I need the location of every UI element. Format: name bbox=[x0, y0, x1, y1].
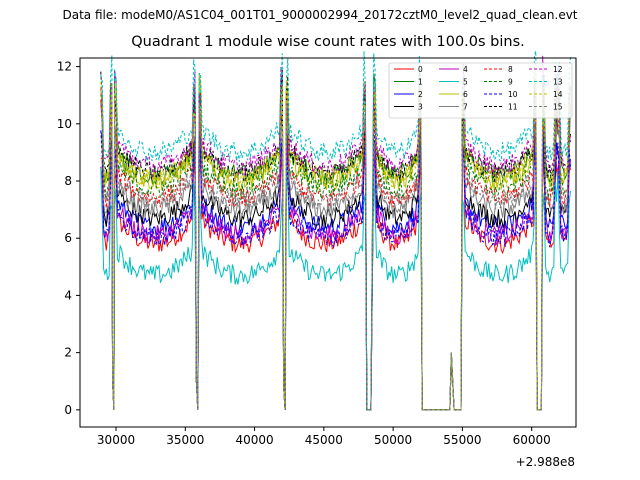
series-line-15 bbox=[100, 94, 571, 411]
x-tick-label: 50000 bbox=[374, 433, 412, 447]
legend-box bbox=[388, 62, 573, 119]
x-tick-label: 35000 bbox=[166, 433, 204, 447]
legend-label-14: 14 bbox=[553, 90, 563, 99]
figure-suptitle: Data file: modeM0/AS1C04_001T01_90000029… bbox=[62, 8, 578, 22]
legend-label-12: 12 bbox=[553, 65, 563, 74]
series-layer bbox=[100, 50, 571, 411]
chart-title: Quadrant 1 module wise count rates with … bbox=[131, 34, 525, 50]
y-tick-label: 8 bbox=[64, 174, 72, 188]
legend-label-5: 5 bbox=[463, 78, 468, 87]
y-tick-label: 4 bbox=[64, 288, 72, 302]
legend-label-1: 1 bbox=[418, 78, 423, 87]
legend-label-3: 3 bbox=[418, 103, 423, 112]
series-line-13 bbox=[100, 50, 571, 411]
legend-label-7: 7 bbox=[463, 103, 468, 112]
plot-frame bbox=[79, 57, 577, 428]
legend-label-2: 2 bbox=[418, 90, 423, 99]
axis-layer: 30000 35000 40000 45000 50000 55000 60000 0 2 4 6 8… bbox=[57, 60, 551, 447]
legend-label-15: 15 bbox=[553, 103, 563, 112]
series-line-1 bbox=[100, 73, 571, 411]
legend-label-9: 9 bbox=[508, 78, 513, 87]
x-tick-label: 30000 bbox=[97, 433, 135, 447]
legend-label-6: 6 bbox=[463, 90, 468, 99]
legend-label-13: 13 bbox=[553, 78, 563, 87]
x-offset-label: +2.988e8 bbox=[516, 455, 575, 469]
series-line-5 bbox=[100, 167, 571, 411]
y-tick-label: 0 bbox=[64, 403, 72, 417]
series-line-8 bbox=[100, 90, 571, 411]
series-line-0 bbox=[100, 138, 571, 411]
x-tick-label: 45000 bbox=[305, 433, 343, 447]
series-line-9 bbox=[100, 83, 571, 411]
legend-label-8: 8 bbox=[508, 65, 513, 74]
legend-label-10: 10 bbox=[508, 90, 518, 99]
y-tick-label: 12 bbox=[57, 60, 72, 74]
y-tick-label: 2 bbox=[64, 346, 72, 360]
series-line-4 bbox=[100, 130, 571, 411]
x-tick-label: 40000 bbox=[235, 433, 273, 447]
legend-label-11: 11 bbox=[508, 103, 518, 112]
series-line-12 bbox=[100, 55, 571, 411]
series-line-14 bbox=[100, 70, 571, 411]
series-line-10 bbox=[100, 127, 571, 411]
x-tick-label: 60000 bbox=[513, 433, 551, 447]
series-line-3 bbox=[100, 110, 571, 411]
legend-label-4: 4 bbox=[463, 65, 468, 74]
legend-label-0: 0 bbox=[418, 65, 423, 74]
y-tick-label: 6 bbox=[64, 231, 72, 245]
series-line-11 bbox=[100, 69, 571, 411]
series-line-7 bbox=[100, 100, 571, 411]
x-tick-label: 55000 bbox=[443, 433, 481, 447]
y-tick-label: 10 bbox=[57, 117, 72, 131]
